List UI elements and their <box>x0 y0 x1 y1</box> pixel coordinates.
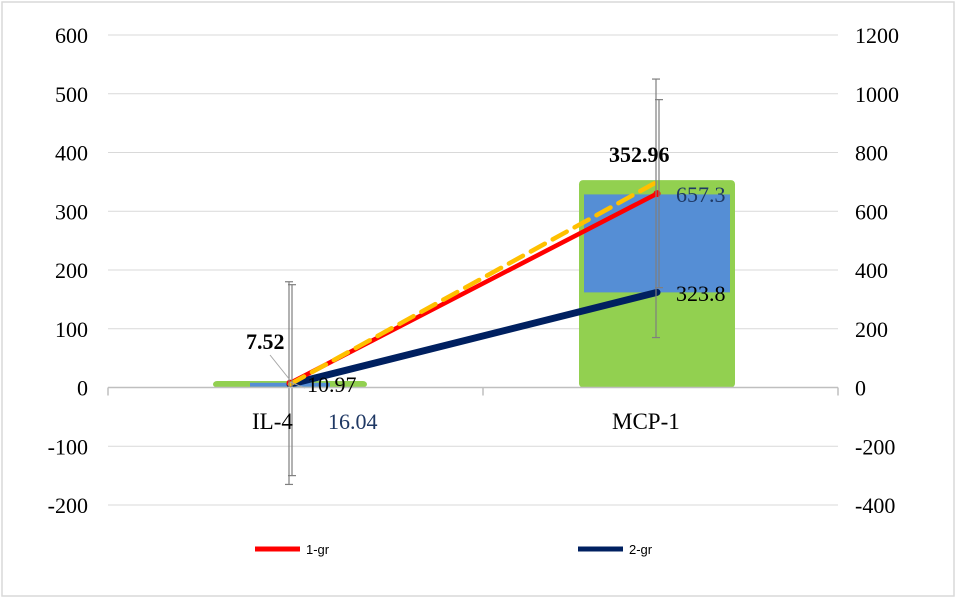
data-label-mcp1-green: 352.96 <box>609 142 670 167</box>
data-labels: 7.52 10.97 16.04 352.96 657.3 323.8 <box>246 142 726 434</box>
gridlines <box>108 34 838 506</box>
category-label-il4: IL-4 <box>252 409 293 434</box>
series-line <box>286 288 661 388</box>
data-label-il4-blue: 16.04 <box>328 409 378 434</box>
y-right-tick-label: 400 <box>855 258 888 283</box>
data-label-il4-1gr: 7.52 <box>246 329 285 354</box>
category-label-mcp1: MCP-1 <box>612 409 680 434</box>
y-right-tick-label: 200 <box>855 317 888 342</box>
y-left-tick-label: 100 <box>55 317 88 342</box>
y-left-tick-label: 0 <box>77 376 88 401</box>
y-right-tick-label: 1200 <box>855 23 899 48</box>
bars <box>213 180 735 388</box>
y-right-tick-label: 600 <box>855 199 888 224</box>
y-left-tick-label: -100 <box>48 434 88 459</box>
y-left-tick-label: 600 <box>55 23 88 48</box>
axes: -200 -100 0 100 200 300 400 500 600 -400 -200 0 200 4… <box>48 23 899 518</box>
y-right-tick-label: 800 <box>855 141 888 166</box>
y-right-tick-label: 1000 <box>855 82 899 107</box>
legend-label-1gr: 1-gr <box>306 542 330 557</box>
y-left-tick-label: 400 <box>55 141 88 166</box>
legend-label-2gr: 2-gr <box>629 542 653 557</box>
data-label-il4-green: 10.97 <box>307 372 357 397</box>
y-left-tick-label: 500 <box>55 82 88 107</box>
label-leader-line <box>269 354 291 381</box>
y-left-tick-label: -200 <box>48 493 88 518</box>
y-right-tick-label: 0 <box>855 376 866 401</box>
error-bars <box>269 78 663 486</box>
legend: 1-gr 2-gr <box>255 542 653 557</box>
series-line <box>287 191 660 386</box>
y-right-tick-label: -200 <box>855 434 895 459</box>
y-left-tick-label: 200 <box>55 258 88 283</box>
data-label-mcp1-blue-low: 323.8 <box>676 281 726 306</box>
y-left-tick-label: 300 <box>55 199 88 224</box>
category-labels: IL-4 MCP-1 <box>252 409 680 434</box>
data-label-mcp1-blue-high: 657.3 <box>676 182 726 207</box>
series-line <box>287 179 660 387</box>
y-right-tick-label: -400 <box>855 493 895 518</box>
